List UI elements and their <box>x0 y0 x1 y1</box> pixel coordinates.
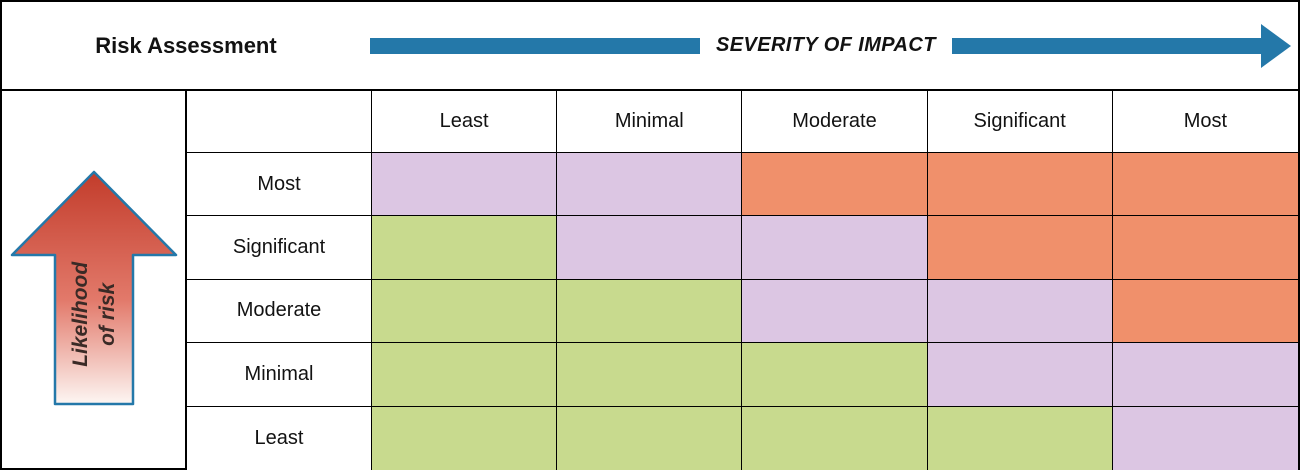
risk-cell <box>372 343 558 407</box>
row-header-most: Most <box>187 153 372 217</box>
risk-cell <box>927 343 1113 407</box>
risk-cell <box>557 343 743 407</box>
risk-cell <box>1112 406 1298 470</box>
risk-cell <box>927 279 1113 344</box>
row-header-least: Least <box>187 406 372 470</box>
row-header-moderate: Moderate <box>187 279 372 344</box>
risk-cell <box>1112 343 1298 407</box>
risk-cell <box>557 216 743 280</box>
risk-cell <box>742 279 928 344</box>
risk-cell <box>742 343 928 407</box>
corner-cell <box>187 91 372 153</box>
right-arrowhead-icon <box>1261 23 1291 68</box>
risk-cell <box>742 406 928 470</box>
severity-axis-arrow: SEVERITY OF IMPACT <box>370 23 1298 68</box>
risk-cell <box>1112 153 1298 217</box>
risk-cell <box>742 216 928 280</box>
risk-cell <box>1112 216 1298 280</box>
risk-cell <box>742 153 928 217</box>
up-arrow-icon <box>10 170 178 406</box>
severity-arrow-left-bar <box>370 37 700 54</box>
matrix-body: Likelihood of risk Least Minimal Moderat… <box>2 91 1298 470</box>
row-header-minimal: Minimal <box>187 343 372 407</box>
risk-cell <box>372 406 558 470</box>
severity-arrow-right-bar <box>951 37 1261 54</box>
risk-cell <box>927 406 1113 470</box>
risk-cell <box>372 279 558 344</box>
column-header-least: Least <box>372 91 558 153</box>
figure-title: Risk Assessment <box>95 32 277 58</box>
severity-axis-label: SEVERITY OF IMPACT <box>716 34 936 56</box>
risk-grid: Least Minimal Moderate Significant Most … <box>187 91 1298 470</box>
risk-cell <box>372 216 558 280</box>
risk-cell <box>372 153 558 217</box>
risk-cell <box>557 153 743 217</box>
likelihood-axis: Likelihood of risk <box>2 91 187 470</box>
column-header-significant: Significant <box>927 91 1113 153</box>
risk-cell <box>557 406 743 470</box>
risk-cell <box>927 216 1113 280</box>
figure-header: Risk Assessment SEVERITY OF IMPACT <box>2 2 1298 91</box>
column-header-moderate: Moderate <box>742 91 928 153</box>
column-header-minimal: Minimal <box>557 91 743 153</box>
risk-cell <box>927 153 1113 217</box>
row-header-significant: Significant <box>187 216 372 280</box>
risk-cell <box>557 279 743 344</box>
risk-cell <box>1112 279 1298 344</box>
column-header-most: Most <box>1112 91 1298 153</box>
